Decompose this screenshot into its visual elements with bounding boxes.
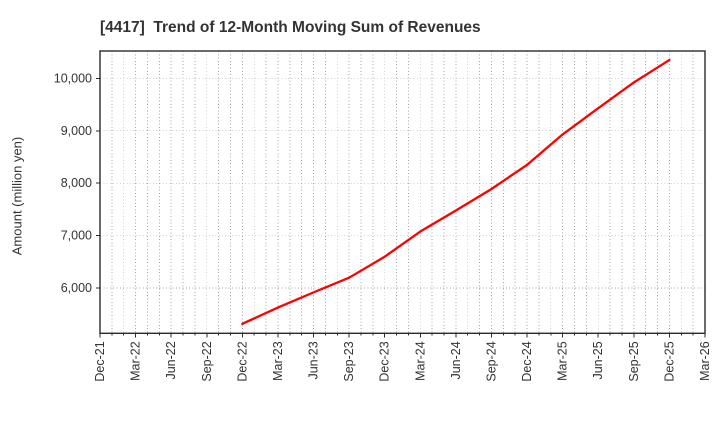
- x-tick-label: Sep-22: [200, 341, 214, 381]
- x-tick-label: Sep-23: [342, 341, 356, 381]
- chart-title: [4417] Trend of 12-Month Moving Sum of R…: [100, 19, 481, 36]
- y-tick-label: 10,000: [54, 71, 92, 85]
- x-tick-label: Dec-23: [378, 341, 392, 381]
- x-tick-label: Dec-21: [93, 341, 107, 381]
- x-tick-label: Jun-22: [164, 341, 178, 379]
- x-tick-label: Jun-24: [449, 341, 463, 379]
- x-tick-label: Dec-24: [520, 341, 534, 381]
- x-tick-label: Mar-24: [413, 341, 427, 381]
- plot-border: [99, 50, 706, 334]
- x-tick-label: Sep-25: [627, 341, 641, 381]
- x-tick-label: Dec-22: [235, 341, 249, 381]
- x-tick-label: Jun-23: [307, 341, 321, 379]
- x-tick-label: Mar-22: [129, 341, 143, 381]
- x-tick-label: Jun-25: [591, 341, 605, 379]
- y-tick-label: 8,000: [61, 176, 92, 190]
- x-tick-label: Sep-24: [484, 341, 498, 381]
- x-tick-label: Dec-25: [662, 341, 676, 381]
- y-tick-label: 6,000: [61, 281, 92, 295]
- revenue-line: [241, 58, 671, 326]
- y-tick-label: 9,000: [61, 124, 92, 138]
- x-tick-label: Mar-26: [698, 341, 712, 381]
- y-tick-label: 7,000: [61, 229, 92, 243]
- x-tick-label: Mar-23: [271, 341, 285, 381]
- x-tick-label: Mar-25: [556, 341, 570, 381]
